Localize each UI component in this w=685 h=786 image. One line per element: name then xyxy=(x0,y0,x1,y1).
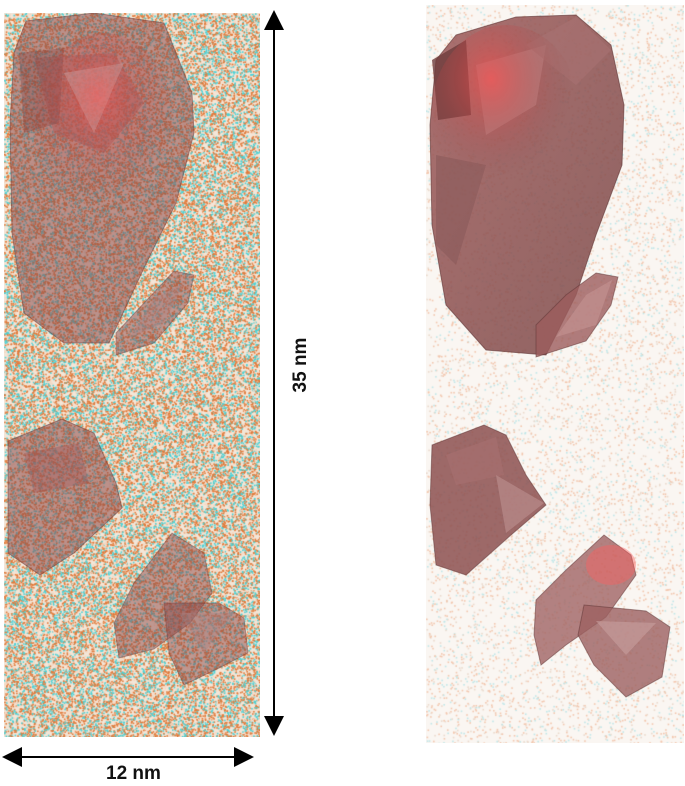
lower-precipitates xyxy=(113,532,249,686)
precipitate-isosurfaces xyxy=(7,13,249,686)
isosurface-only-panel xyxy=(426,5,684,743)
height-scale-label: 35 nm xyxy=(290,337,311,393)
mid-precipitate xyxy=(7,418,123,576)
large-precipitate xyxy=(429,14,625,356)
precipitate-isosurfaces-clear xyxy=(429,14,671,698)
small-precipitate xyxy=(115,270,195,356)
mid-precipitate xyxy=(429,424,547,576)
width-scale-label: 12 nm xyxy=(106,763,161,784)
small-precipitate xyxy=(535,272,619,358)
large-precipitate xyxy=(9,13,195,344)
atom-map-panel xyxy=(4,13,260,737)
lower-precipitates xyxy=(533,534,671,698)
